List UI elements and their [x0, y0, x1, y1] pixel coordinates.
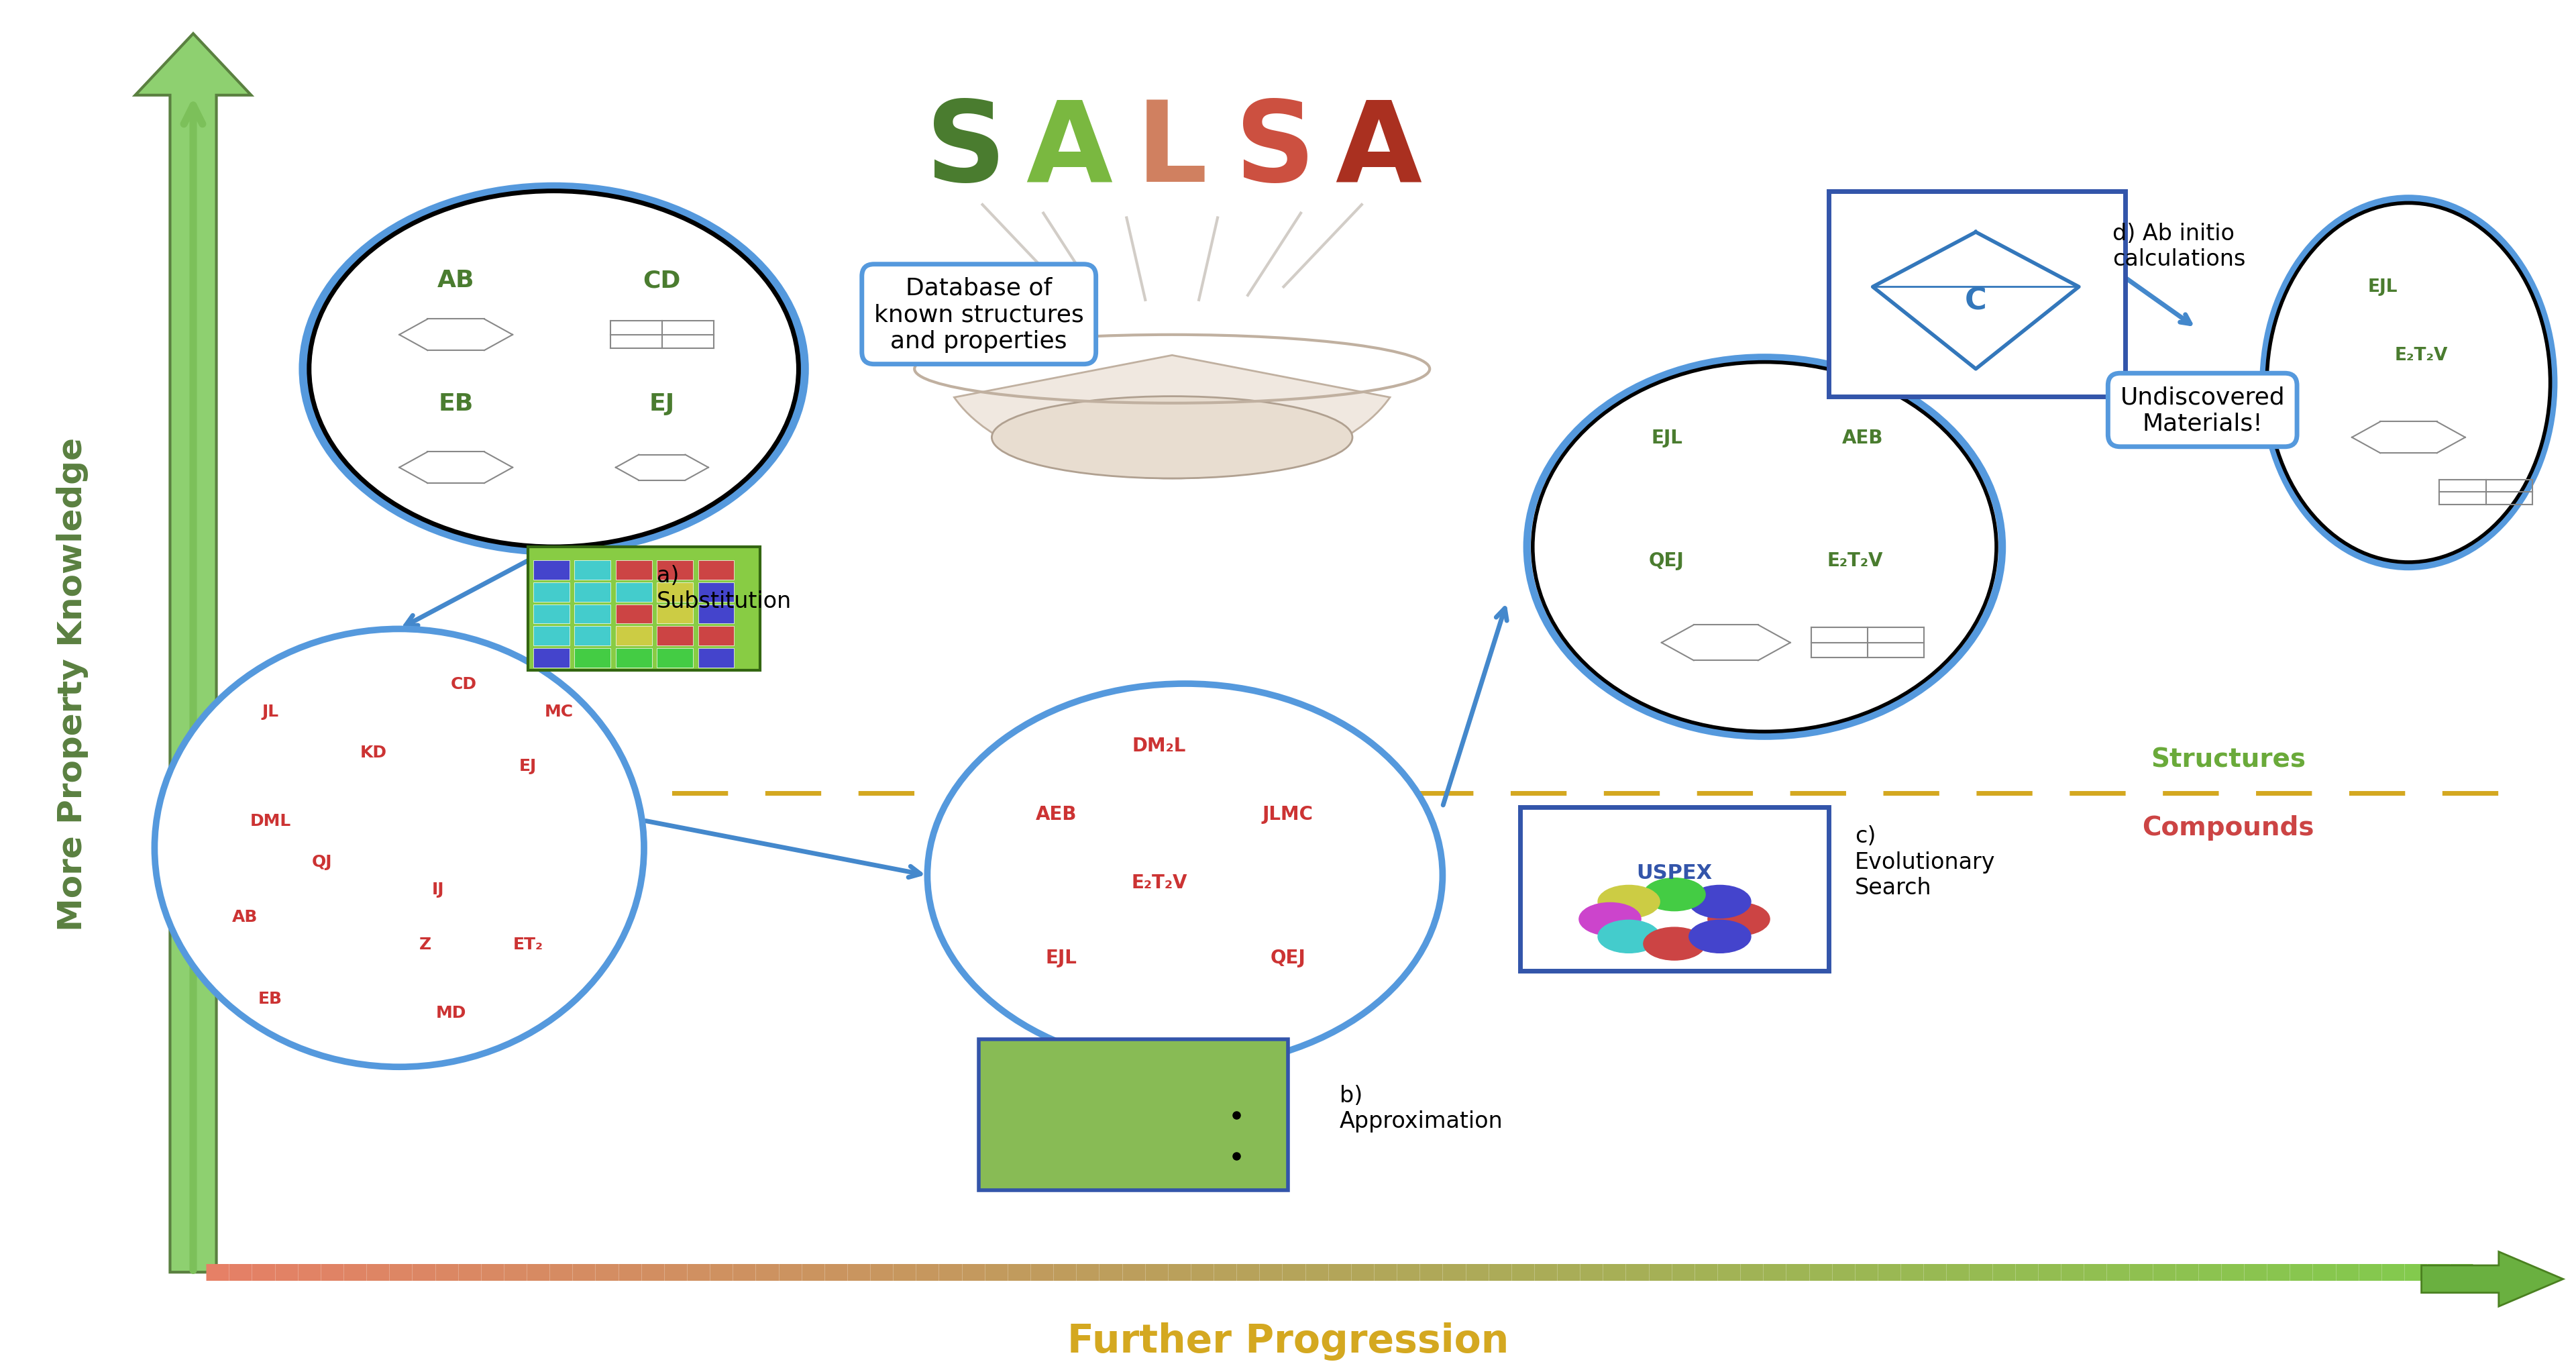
FancyBboxPatch shape [533, 605, 569, 624]
FancyBboxPatch shape [657, 627, 693, 646]
Ellipse shape [304, 187, 804, 551]
Text: EB: EB [258, 990, 283, 1007]
Ellipse shape [927, 684, 1443, 1067]
Text: Further Progression: Further Progression [1066, 1321, 1510, 1360]
Text: C: C [1965, 286, 1986, 316]
Text: AEB: AEB [1036, 804, 1077, 824]
FancyBboxPatch shape [616, 627, 652, 646]
Text: AB: AB [232, 908, 258, 925]
Text: L: L [1136, 96, 1208, 205]
FancyBboxPatch shape [574, 583, 611, 602]
Text: A: A [1025, 96, 1113, 205]
FancyArrow shape [2421, 1252, 2563, 1306]
Text: EJ: EJ [649, 393, 675, 415]
FancyBboxPatch shape [574, 561, 611, 580]
Text: Compounds: Compounds [2143, 815, 2313, 840]
FancyBboxPatch shape [657, 561, 693, 580]
Text: JLMC: JLMC [1262, 804, 1314, 824]
Text: a)
Substitution: a) Substitution [657, 565, 791, 611]
Text: IJ: IJ [433, 881, 443, 897]
Text: Database of
known structures
and properties: Database of known structures and propert… [873, 276, 1084, 353]
Wedge shape [953, 356, 1391, 479]
Circle shape [1597, 921, 1659, 953]
Ellipse shape [2264, 198, 2553, 568]
FancyBboxPatch shape [616, 583, 652, 602]
Text: MC: MC [544, 703, 574, 720]
Text: S: S [1234, 96, 1316, 205]
Text: QEJ: QEJ [1270, 948, 1306, 967]
FancyBboxPatch shape [533, 648, 569, 668]
Text: E₂T₂V: E₂T₂V [2396, 347, 2447, 364]
Text: AEB: AEB [1842, 428, 1883, 447]
FancyBboxPatch shape [616, 605, 652, 624]
FancyBboxPatch shape [533, 561, 569, 580]
Text: Structures: Structures [2151, 747, 2306, 772]
Circle shape [1643, 928, 1705, 960]
FancyArrow shape [134, 34, 252, 1272]
Text: EJL: EJL [2367, 279, 2398, 295]
FancyBboxPatch shape [698, 648, 734, 668]
Circle shape [1690, 921, 1752, 953]
Circle shape [1579, 903, 1641, 936]
FancyBboxPatch shape [698, 627, 734, 646]
FancyBboxPatch shape [657, 648, 693, 668]
FancyBboxPatch shape [698, 605, 734, 624]
FancyBboxPatch shape [574, 627, 611, 646]
Text: JL: JL [263, 703, 278, 720]
FancyBboxPatch shape [574, 648, 611, 668]
Text: KD: KD [361, 744, 386, 761]
Circle shape [1690, 885, 1752, 918]
Text: Z: Z [420, 936, 430, 952]
Circle shape [1597, 885, 1659, 918]
FancyBboxPatch shape [1520, 807, 1829, 971]
Text: E₂T₂V: E₂T₂V [1826, 551, 1883, 570]
Text: EB: EB [438, 393, 474, 415]
FancyBboxPatch shape [657, 605, 693, 624]
Ellipse shape [155, 629, 644, 1067]
Text: CD: CD [644, 269, 680, 291]
Text: DML: DML [250, 813, 291, 829]
Text: QEJ: QEJ [1649, 551, 1685, 570]
Ellipse shape [1528, 358, 2002, 736]
Text: Undiscovered
Materials!: Undiscovered Materials! [2120, 386, 2285, 435]
Text: More Property Knowledge: More Property Knowledge [57, 438, 88, 930]
Circle shape [1708, 903, 1770, 936]
FancyBboxPatch shape [1829, 192, 2125, 397]
Text: EJ: EJ [520, 758, 536, 774]
Text: A: A [1334, 96, 1422, 205]
Text: ET₂: ET₂ [513, 936, 544, 952]
Text: CD: CD [451, 676, 477, 692]
FancyBboxPatch shape [657, 583, 693, 602]
FancyBboxPatch shape [574, 605, 611, 624]
Text: E₂T₂V: E₂T₂V [1131, 873, 1188, 892]
FancyBboxPatch shape [533, 583, 569, 602]
Text: MD: MD [435, 1004, 466, 1021]
Text: S: S [925, 96, 1007, 205]
Text: d) Ab initio
calculations: d) Ab initio calculations [2112, 223, 2246, 269]
Text: EJL: EJL [1651, 428, 1682, 447]
FancyBboxPatch shape [698, 583, 734, 602]
Text: c)
Evolutionary
Search: c) Evolutionary Search [1855, 825, 1996, 899]
Text: USPEX: USPEX [1636, 863, 1713, 882]
FancyBboxPatch shape [528, 547, 760, 670]
Text: EJL: EJL [1046, 948, 1077, 967]
Text: b)
Approximation: b) Approximation [1340, 1085, 1502, 1131]
Text: QJ: QJ [312, 854, 332, 870]
Text: DM₂L: DM₂L [1133, 736, 1185, 755]
Circle shape [1643, 878, 1705, 911]
FancyBboxPatch shape [533, 627, 569, 646]
Text: AB: AB [438, 269, 474, 291]
FancyBboxPatch shape [616, 648, 652, 668]
FancyBboxPatch shape [616, 561, 652, 580]
Ellipse shape [992, 397, 1352, 479]
FancyBboxPatch shape [979, 1040, 1288, 1190]
FancyBboxPatch shape [698, 561, 734, 580]
